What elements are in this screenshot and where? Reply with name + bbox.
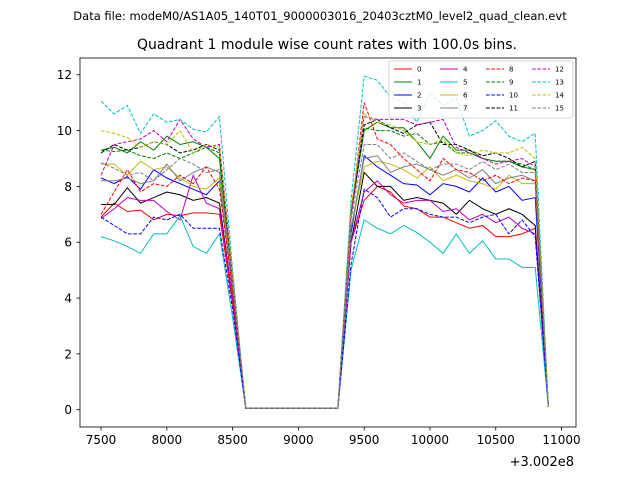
series-line-5 — [100, 214, 549, 409]
series-line-8 — [100, 102, 549, 409]
series-line-7 — [101, 155, 549, 409]
series-line-13 — [100, 75, 549, 409]
legend-label-14: 14 — [555, 92, 564, 100]
x-tick-label: 10500 — [477, 433, 515, 447]
x-offset-label: +3.002e8 — [510, 455, 574, 470]
legend-label-2: 2 — [417, 92, 421, 100]
axes: 7500 8000 8500 9000 9500 10000 10500 11000 0 2 4 6 8… — [57, 57, 581, 447]
legend-label-1: 1 — [417, 79, 421, 87]
legend-label-13: 13 — [555, 79, 564, 87]
series-line-4 — [100, 173, 549, 409]
y-tick-label: 6 — [64, 236, 72, 250]
y-tick-label: 0 — [64, 403, 72, 417]
series-line-9 — [100, 127, 549, 409]
legend-label-6: 6 — [463, 92, 468, 100]
series-line-12 — [100, 116, 549, 409]
x-tick-label: 11000 — [542, 433, 580, 447]
x-tick-label: 8000 — [152, 433, 183, 447]
y-tick-label: 8 — [64, 180, 72, 194]
x-tick-label: 10000 — [411, 433, 449, 447]
chart-title: Quadrant 1 module wise count rates with … — [137, 37, 517, 53]
series-line-15 — [100, 144, 549, 409]
legend-label-7: 7 — [463, 105, 467, 113]
x-tick-label: 8500 — [217, 433, 248, 447]
legend-label-15: 15 — [555, 105, 564, 113]
series-line-2 — [100, 154, 549, 409]
legend-label-4: 4 — [463, 66, 468, 74]
y-tick-label: 12 — [57, 68, 72, 82]
series-line-11 — [100, 118, 549, 409]
legend-label-5: 5 — [463, 79, 467, 87]
legend-box — [388, 60, 574, 119]
x-tick-label: 7500 — [86, 433, 117, 447]
legend-label-12: 12 — [555, 66, 564, 74]
y-tick-label: 4 — [64, 292, 72, 306]
series-line-6 — [101, 160, 549, 409]
x-tick-label: 9000 — [283, 433, 314, 447]
y-tick-label: 2 — [64, 347, 72, 361]
legend-label-9: 9 — [509, 79, 513, 87]
legend-label-3: 3 — [417, 105, 421, 113]
y-tick-label: 10 — [57, 124, 72, 138]
legend-label-8: 8 — [509, 66, 513, 74]
legend-label-10: 10 — [509, 92, 518, 100]
series-line-10 — [100, 188, 549, 409]
legend-label-11: 11 — [509, 105, 518, 113]
series-line-3 — [101, 171, 549, 409]
legend-label-0: 0 — [417, 66, 421, 74]
x-tick-label: 9500 — [349, 433, 380, 447]
chart-suptitle: Data file: modeM0/AS1A05_140T01_90000030… — [73, 9, 567, 23]
plot-area — [100, 75, 549, 409]
